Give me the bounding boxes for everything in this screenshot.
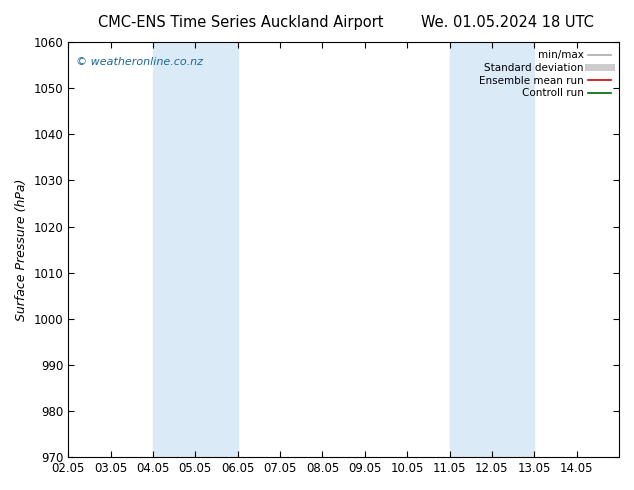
Text: © weatheronline.co.nz: © weatheronline.co.nz [77, 56, 204, 67]
Text: We. 01.05.2024 18 UTC: We. 01.05.2024 18 UTC [421, 15, 593, 30]
Bar [153, 42, 238, 457]
Legend: min/max, Standard deviation, Ensemble mean run, Controll run: min/max, Standard deviation, Ensemble me… [476, 47, 614, 101]
Y-axis label: Surface Pressure (hPa): Surface Pressure (hPa) [15, 178, 28, 321]
Text: CMC-ENS Time Series Auckland Airport: CMC-ENS Time Series Auckland Airport [98, 15, 384, 30]
Bar [450, 42, 534, 457]
